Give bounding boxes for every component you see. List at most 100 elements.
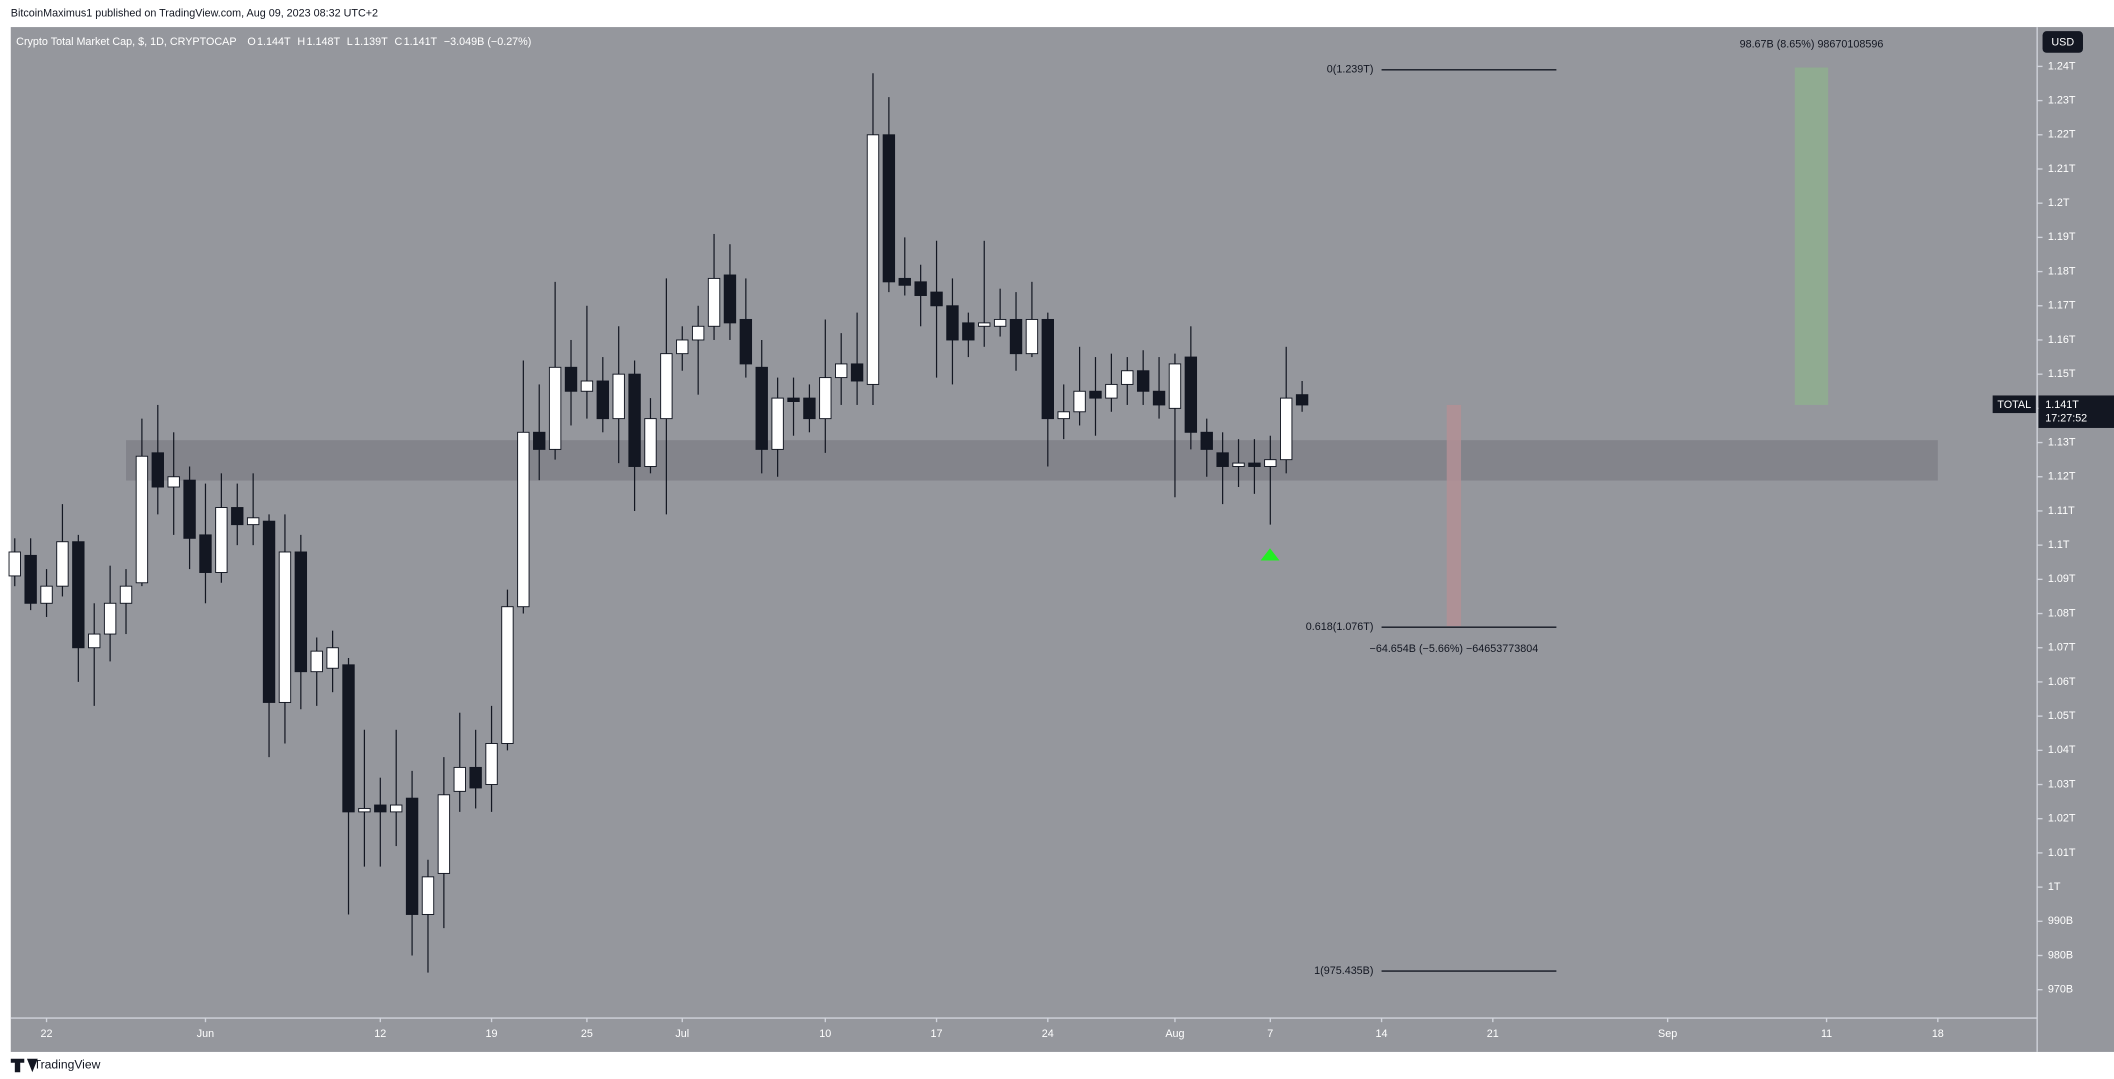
x-tick-label: 14 bbox=[1376, 1028, 1388, 1040]
candle-body bbox=[962, 322, 975, 341]
candle-body bbox=[819, 377, 832, 420]
candle-body bbox=[1057, 411, 1070, 420]
candle-body bbox=[1232, 462, 1245, 467]
y-tick-label: 1.01T bbox=[2048, 847, 2076, 859]
y-tick-label: 1.2T bbox=[2048, 197, 2070, 209]
candle-body bbox=[882, 134, 896, 283]
x-tick-label: 12 bbox=[374, 1028, 386, 1040]
legend-value: 1.139T bbox=[354, 36, 388, 48]
brand: TradingView bbox=[34, 1058, 101, 1072]
fib-label: 0.618(1.076T) bbox=[1306, 621, 1374, 633]
legend-key: O bbox=[247, 36, 255, 48]
candle-body bbox=[183, 479, 196, 539]
candle-body bbox=[88, 633, 101, 649]
candle-body bbox=[1121, 370, 1134, 385]
candle-body bbox=[1248, 462, 1261, 467]
currency-label[interactable]: USD bbox=[2051, 36, 2074, 48]
brand-logo bbox=[10, 1058, 38, 1073]
candle-body bbox=[294, 551, 308, 673]
y-tick-label: 1.21T bbox=[2048, 163, 2076, 175]
candle-body bbox=[199, 534, 212, 573]
candle-body bbox=[1136, 370, 1150, 392]
y-tick-label: 1.07T bbox=[2048, 642, 2076, 654]
candle-body bbox=[72, 541, 85, 649]
fib-label: 0(1.239T) bbox=[1327, 64, 1374, 76]
legend-key: C bbox=[394, 36, 402, 48]
candle-body bbox=[1280, 397, 1293, 461]
candle-body bbox=[771, 397, 784, 450]
candle-body bbox=[993, 318, 1007, 327]
candle-body bbox=[1105, 383, 1118, 399]
y-tick-label: 1.24T bbox=[2048, 60, 2076, 72]
y-tick-label: 1.04T bbox=[2048, 744, 2076, 756]
candle-body bbox=[326, 647, 339, 669]
y-tick-label: 1T bbox=[2048, 881, 2061, 893]
y-tick-label: 990B bbox=[2048, 915, 2073, 927]
candle-body bbox=[1168, 363, 1182, 409]
candle-body bbox=[310, 650, 323, 673]
candle-body bbox=[739, 318, 753, 365]
candle-body bbox=[56, 541, 69, 587]
signal-arrow bbox=[1260, 548, 1280, 561]
legend-key: L bbox=[347, 36, 353, 48]
x-tick-label: Sep bbox=[1658, 1028, 1677, 1040]
candle-body bbox=[231, 507, 244, 526]
x-tick-label: Jul bbox=[675, 1028, 689, 1040]
position-label: −64.654B (−5.66%) −64653773804 bbox=[1370, 643, 1539, 655]
candle-body bbox=[151, 452, 164, 488]
last-price-name: TOTAL bbox=[1997, 399, 2031, 411]
x-tick-label: 11 bbox=[1821, 1028, 1832, 1040]
y-tick-label: 1.17T bbox=[2048, 300, 2076, 312]
candle-body bbox=[1009, 318, 1023, 355]
last-price-name-box bbox=[1992, 395, 2036, 414]
byline: BitcoinMaximus1 published on TradingView… bbox=[11, 7, 378, 19]
legend-title: Crypto Total Market Cap, $, 1D, CRYPTOCA… bbox=[16, 36, 236, 48]
candle-body bbox=[246, 517, 260, 526]
candle-body bbox=[1295, 394, 1309, 406]
candle-body bbox=[262, 520, 276, 703]
candle-body bbox=[914, 281, 927, 296]
legend-value: 1.144T bbox=[257, 36, 291, 48]
candle-body bbox=[278, 551, 292, 703]
last-price-box bbox=[2038, 395, 2114, 428]
candle-body bbox=[676, 339, 689, 355]
chart-background bbox=[10, 27, 2114, 1052]
candle-body bbox=[485, 743, 498, 785]
currency-button[interactable] bbox=[2042, 31, 2083, 53]
candle-body bbox=[564, 366, 578, 392]
y-tick-label: 1.23T bbox=[2048, 94, 2076, 106]
candle-body bbox=[691, 325, 705, 341]
candle-body bbox=[644, 418, 657, 467]
y-tick-label: 1.1T bbox=[2048, 539, 2070, 551]
candle-body bbox=[1025, 318, 1039, 355]
candle-body bbox=[358, 807, 371, 813]
candle-body bbox=[1089, 390, 1102, 399]
candle-body bbox=[548, 366, 562, 450]
position-range bbox=[1794, 67, 1829, 405]
candle-body bbox=[978, 322, 991, 327]
candle-body bbox=[930, 291, 943, 307]
candle-body bbox=[612, 373, 625, 420]
x-tick-label: 18 bbox=[1932, 1028, 1944, 1040]
y-tick-label: 1.11T bbox=[2048, 505, 2075, 517]
candle-body bbox=[1200, 431, 1213, 450]
x-tick-label: Jun bbox=[197, 1028, 214, 1040]
candle-body bbox=[1073, 390, 1086, 413]
candle-body bbox=[850, 363, 864, 382]
candle-body bbox=[24, 554, 37, 604]
candle-body bbox=[8, 551, 21, 577]
candle-body bbox=[1184, 356, 1198, 433]
candle-body bbox=[1041, 318, 1055, 420]
candle-body bbox=[389, 804, 403, 813]
candle-body bbox=[469, 766, 482, 789]
candle-body bbox=[40, 585, 53, 604]
plot-layer: 1.24T 1.23T 1.22T 1.21T 1.2T 1.19T 1.18T 1.17T 1… bbox=[8, 38, 2114, 1040]
legend-value: 1.148T bbox=[307, 36, 341, 48]
candle-body bbox=[898, 277, 911, 286]
candle-body bbox=[103, 602, 117, 635]
y-tick-label: 1.09T bbox=[2048, 573, 2076, 585]
x-tick-label: 22 bbox=[41, 1028, 53, 1040]
y-tick-label: 1.22T bbox=[2048, 129, 2076, 141]
y-tick-label: 970B bbox=[2048, 984, 2073, 996]
